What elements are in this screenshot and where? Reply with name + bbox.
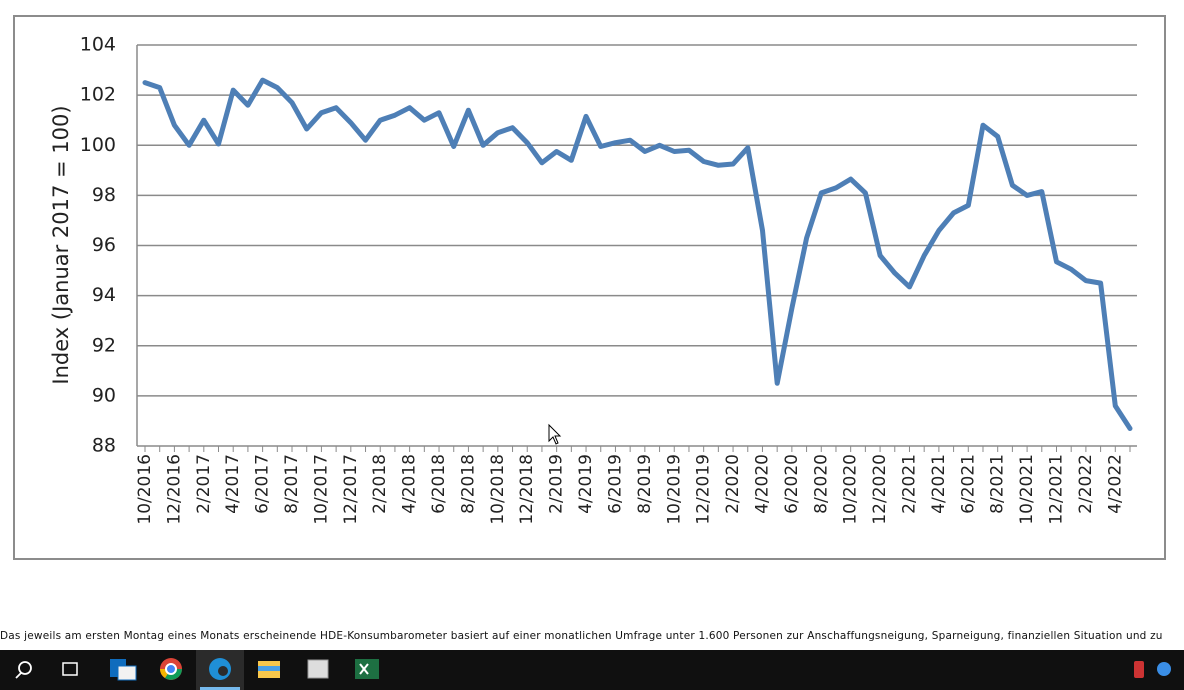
mouse-cursor xyxy=(548,423,562,445)
x-tick-label: 10/2017 xyxy=(311,454,331,525)
x-tick-label: 10/2021 xyxy=(1017,454,1037,525)
x-tick-label: 6/2021 xyxy=(958,454,978,514)
x-tick-label: 2/2018 xyxy=(370,454,390,514)
x-tick-label: 8/2021 xyxy=(988,454,1008,514)
x-tick-label: 2/2020 xyxy=(723,454,743,514)
taskbar xyxy=(0,650,1184,690)
x-tick-label: 8/2019 xyxy=(635,454,655,514)
x-tick-label: 12/2016 xyxy=(164,454,184,525)
tray-icon[interactable] xyxy=(1157,662,1171,676)
y-tick-label: 100 xyxy=(80,134,116,156)
y-tick-label: 102 xyxy=(80,84,116,106)
tray-icon[interactable] xyxy=(1134,661,1144,678)
explorer-band xyxy=(258,666,280,671)
task-view-icon[interactable] xyxy=(62,662,78,676)
y-tick-label: 94 xyxy=(92,284,116,306)
data-line xyxy=(142,77,1133,431)
excel-icon[interactable] xyxy=(355,659,379,679)
x-tick-label: 10/2018 xyxy=(488,454,508,525)
taskbar-icons xyxy=(15,650,1171,690)
search-icon[interactable] xyxy=(18,661,32,675)
x-tick-label: 6/2017 xyxy=(253,454,273,514)
x-tick-label: 8/2018 xyxy=(458,454,478,514)
x-tick-label: 12/2019 xyxy=(694,454,714,525)
y-tick-label: 96 xyxy=(92,234,116,256)
search-icon-handle xyxy=(15,672,22,679)
excel-x xyxy=(359,663,369,675)
x-tick-label: 10/2020 xyxy=(841,454,861,525)
x-tick-label: 8/2017 xyxy=(282,454,302,514)
x-tick-label: 4/2021 xyxy=(929,454,949,514)
x-tick-label: 6/2020 xyxy=(782,454,802,514)
x-tick-label: 8/2020 xyxy=(811,454,831,514)
y-tick-label: 90 xyxy=(92,384,116,406)
x-tick-label: 12/2020 xyxy=(870,454,890,525)
chart: Index (Januar 2017 = 100) 88 90 92 94 96 98 10… xyxy=(13,15,1166,560)
x-tick-label: 2/2021 xyxy=(899,454,919,514)
x-tick-label: 4/2022 xyxy=(1105,454,1125,514)
x-tick-label: 2/2022 xyxy=(1076,454,1096,514)
y-tick-label: 92 xyxy=(92,334,116,356)
y-tick-label: 104 xyxy=(80,34,116,56)
x-tick-label: 12/2021 xyxy=(1046,454,1066,525)
active-indicator xyxy=(200,687,240,690)
x-tick-label: 12/2018 xyxy=(517,454,537,525)
x-tick-label: 4/2019 xyxy=(576,454,596,514)
y-tick-label: 98 xyxy=(92,184,116,206)
x-tick-label: 4/2017 xyxy=(223,454,243,514)
x-tick-label: 6/2018 xyxy=(429,454,449,514)
caption: Das jeweils am ersten Montag eines Monat… xyxy=(0,630,1163,642)
y-tick-label: 88 xyxy=(92,435,116,457)
x-tick-label: 2/2019 xyxy=(547,454,567,514)
outlook-envelope xyxy=(117,665,137,681)
x-tick-label: 12/2017 xyxy=(341,454,361,525)
y-axis-label: Index (Januar 2017 = 100) xyxy=(49,105,73,384)
edge-inner xyxy=(218,666,228,676)
x-tick-label: 2/2017 xyxy=(194,454,214,514)
chrome-center xyxy=(165,663,177,675)
chart-frame xyxy=(13,15,1166,560)
x-tick-label: 6/2019 xyxy=(605,454,625,514)
x-tick-label: 4/2018 xyxy=(400,454,420,514)
x-tick-label: 10/2019 xyxy=(664,454,684,525)
x-tick-label: 10/2016 xyxy=(135,454,155,525)
x-tick-label: 4/2020 xyxy=(752,454,772,514)
app-icon[interactable] xyxy=(307,659,329,679)
